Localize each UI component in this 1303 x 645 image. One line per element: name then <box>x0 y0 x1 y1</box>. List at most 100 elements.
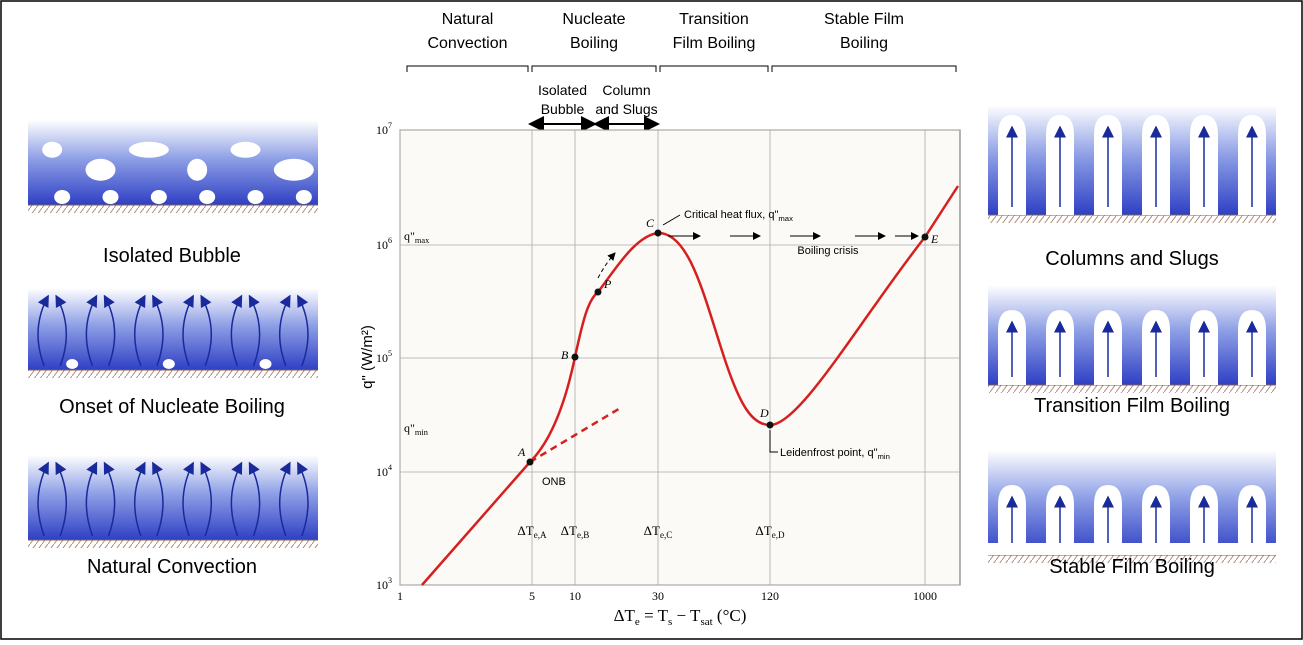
flow-arrow <box>152 294 164 367</box>
text-main: q" <box>404 421 415 435</box>
text-sub: min <box>877 452 889 461</box>
point <box>654 229 662 237</box>
label: Stable Film <box>824 11 904 28</box>
label-part: sat <box>700 616 712 628</box>
bubble <box>259 359 272 369</box>
y-tick-label: 103 <box>376 576 392 592</box>
point <box>526 458 534 466</box>
label: Column <box>602 82 650 98</box>
label: 120 <box>761 589 779 603</box>
flow-arrow <box>133 294 146 367</box>
label: Boiling <box>570 35 618 52</box>
text-sub: max <box>415 236 430 245</box>
base: 10 <box>376 578 388 592</box>
flow-arrow <box>85 461 98 537</box>
exponent: 7 <box>388 121 392 130</box>
base: 10 <box>376 123 388 137</box>
surface <box>988 555 1276 563</box>
text-main: ΔT <box>755 523 771 538</box>
label-part: s <box>668 616 672 628</box>
label: E <box>930 232 939 246</box>
flow-arrow <box>297 461 309 537</box>
liquid <box>28 120 318 205</box>
exponent: 3 <box>388 576 392 585</box>
y-tick-label: 107 <box>376 121 392 137</box>
flow-arrow <box>55 461 68 537</box>
label-part: (°C) <box>713 606 747 625</box>
flow-arrow <box>248 461 261 537</box>
flow-arrow <box>103 294 116 367</box>
flow-arrow <box>297 294 309 367</box>
bracket <box>406 65 529 72</box>
text-main: ΔT <box>561 523 577 538</box>
label: 5 <box>529 589 535 603</box>
panel-image <box>28 288 318 378</box>
surface <box>988 215 1276 223</box>
label: Transition Film Boiling <box>1034 395 1230 417</box>
point <box>766 421 774 429</box>
exponent: 5 <box>388 349 392 358</box>
label: Stable Film Boiling <box>1049 556 1215 578</box>
q-label: q"min <box>404 421 429 437</box>
bubble <box>128 141 169 158</box>
text-main: Leidenfrost point, q" <box>780 447 878 459</box>
text-main: Critical heat flux, q" <box>684 209 778 221</box>
flow-arrow <box>182 461 194 537</box>
base: 10 <box>376 238 388 252</box>
label-part: = T <box>640 606 669 625</box>
point <box>921 233 929 241</box>
label: Convection <box>427 35 507 52</box>
text-main: q" <box>404 229 415 243</box>
label: B <box>561 348 569 362</box>
exponent: 4 <box>388 463 392 472</box>
label: Boiling crisis <box>797 245 859 257</box>
point <box>594 288 602 296</box>
liquid <box>988 285 1276 385</box>
flow-arrow <box>230 461 243 537</box>
label: Onset of Nucleate Boiling <box>59 396 285 418</box>
text-sub: e,C <box>660 530 672 540</box>
label-part: − T <box>672 606 701 625</box>
annotation: Critical heat flux, q"max <box>684 209 793 223</box>
flow-arrow <box>37 294 49 367</box>
label: Transition <box>679 11 749 28</box>
flow-arrow <box>278 461 291 537</box>
exponent: 6 <box>388 236 392 245</box>
base: 10 <box>376 351 388 365</box>
bracket <box>771 65 957 72</box>
surface <box>28 370 318 378</box>
bubble <box>162 359 175 369</box>
bubble <box>199 190 216 204</box>
annotation: Leidenfrost point, q"min <box>780 447 890 461</box>
label: ONB <box>542 476 566 488</box>
leader <box>769 430 778 453</box>
label: A <box>517 445 526 459</box>
label: P <box>603 277 612 291</box>
plot-area <box>399 129 961 586</box>
delta-label: ΔTe,D <box>755 523 785 540</box>
base: 10 <box>376 465 388 479</box>
panel-image <box>988 105 1276 223</box>
label: Bubble <box>541 101 585 117</box>
y-axis-label: q" (W/m²) <box>359 325 376 389</box>
panel-image <box>988 450 1276 563</box>
extension <box>529 405 623 464</box>
x-axis-label: ΔTe = Ts − Tsat (°C) <box>614 606 747 628</box>
flow-arrow <box>200 294 213 367</box>
delta-label: ΔTe,B <box>561 523 590 540</box>
bubble <box>150 190 167 204</box>
vapor-film <box>988 543 1276 555</box>
liquid <box>28 455 318 540</box>
bracket <box>659 65 769 72</box>
delta-label: ΔTe,C <box>644 523 673 540</box>
label-part: ΔT <box>614 606 636 625</box>
label: 1000 <box>913 589 937 603</box>
text-sub: e,A <box>534 530 547 540</box>
flow-arrow <box>37 461 49 537</box>
surface <box>988 385 1276 393</box>
label: Nucleate <box>562 11 625 28</box>
surface <box>28 540 318 548</box>
y-tick-label: 104 <box>376 463 392 479</box>
